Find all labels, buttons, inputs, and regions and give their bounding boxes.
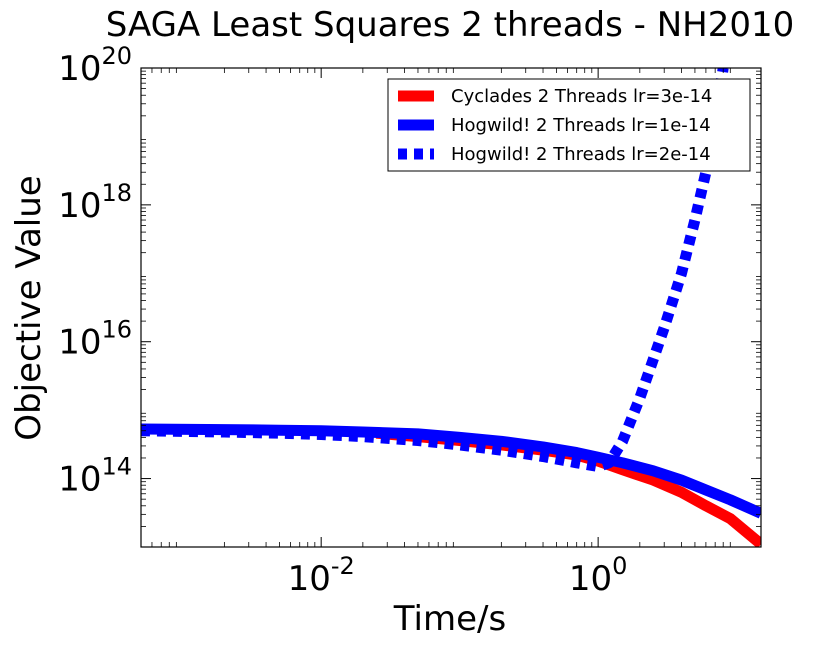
legend-label-2: Hogwild! 2 Threads lr=1e-14 [451, 115, 711, 136]
legend-label-1: Cyclades 2 Threads lr=3e-14 [451, 86, 712, 107]
series-line-3 [141, 68, 729, 472]
x-tick-label-2: 100 [569, 552, 628, 599]
plot-frame [140, 67, 762, 548]
y-tick-label-4: 1020 [58, 42, 132, 89]
legend-box [387, 78, 751, 172]
x-axis-label: Time/s [393, 599, 506, 639]
legend-label-3: Hogwild! 2 Threads lr=2e-14 [451, 144, 711, 165]
chart-title: SAGA Least Squares 2 threads - NH2010 [106, 5, 794, 45]
y-axis-label: Objective Value [9, 175, 49, 440]
x-tick-label-1: 10-2 [288, 552, 355, 599]
y-tick-label-3: 1018 [58, 179, 132, 226]
y-tick-label-1: 1014 [58, 453, 132, 500]
y-tick-label-2: 1016 [58, 316, 132, 363]
